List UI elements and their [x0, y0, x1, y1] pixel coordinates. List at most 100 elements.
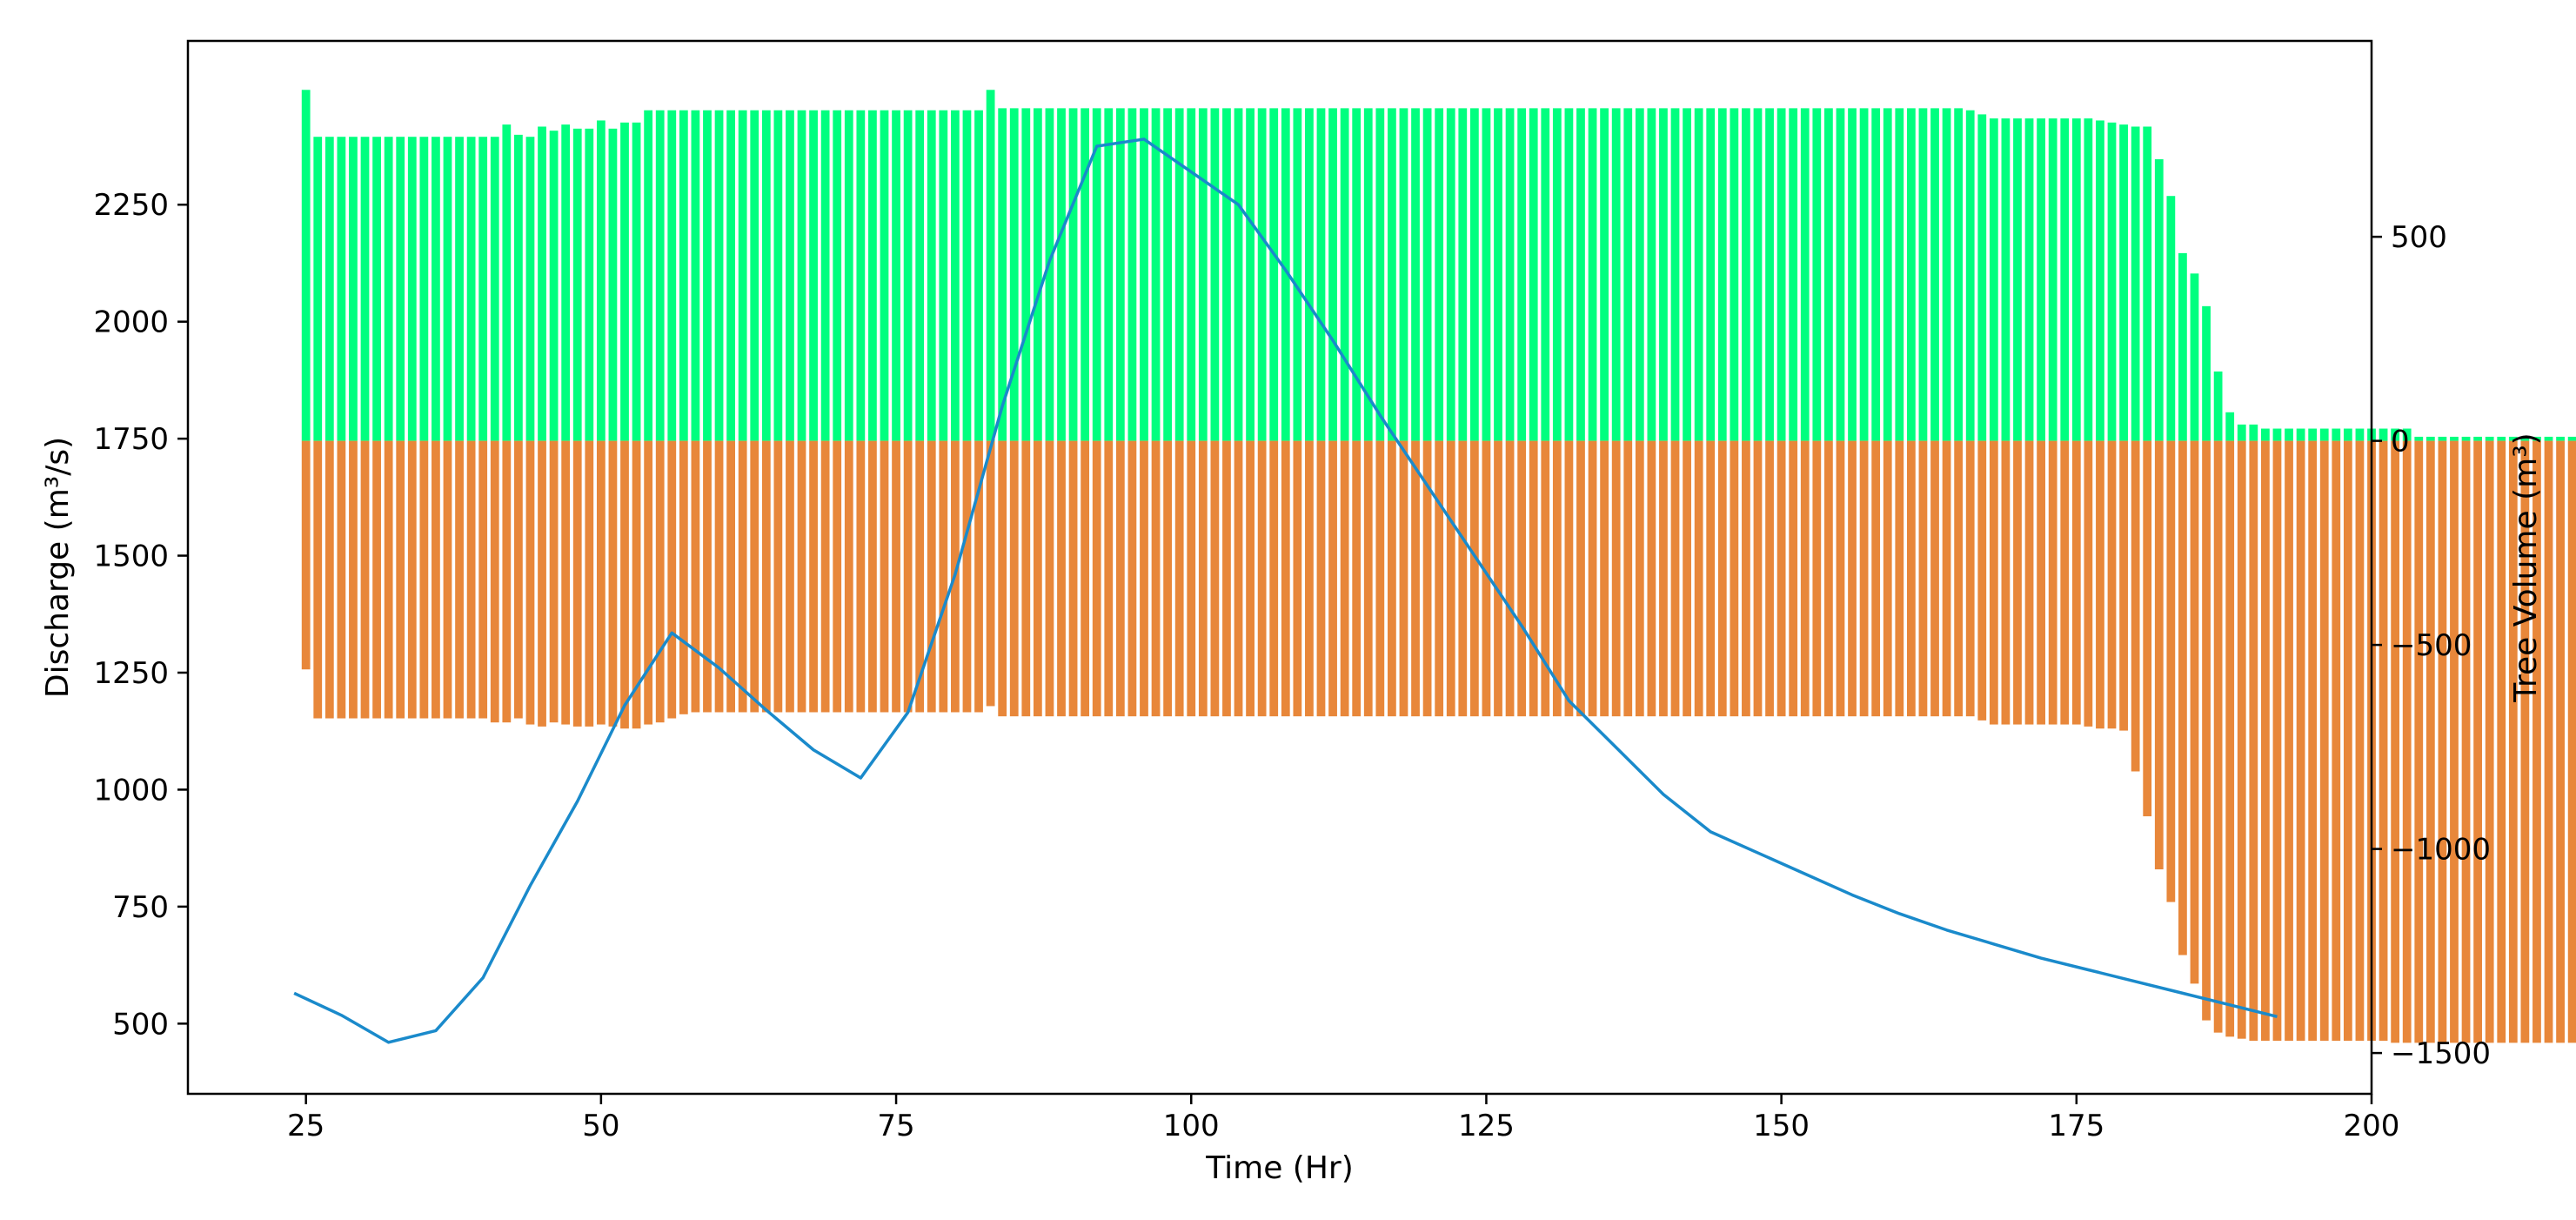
left-y-tick-label: 500	[112, 1007, 169, 1042]
negative-bar	[1576, 440, 1585, 717]
x-axis-ticks: 25 50 75 100 125 150 175 200	[287, 1094, 2399, 1143]
negative-bar	[1529, 440, 1538, 717]
right-y-axis-ticks: −1500 −1000 −500 0 500	[2372, 220, 2491, 1071]
positive-bar	[2107, 122, 2117, 441]
negative-bar	[2178, 440, 2187, 955]
left-y-tick-label: 750	[112, 890, 169, 925]
x-tick-label: 25	[287, 1109, 325, 1143]
negative-bar	[2107, 440, 2117, 729]
positive-bar	[2533, 436, 2541, 441]
positive-bar	[856, 110, 866, 441]
positive-bar	[2213, 371, 2223, 441]
positive-bar	[892, 110, 900, 441]
negative-bar	[1469, 440, 1479, 717]
negative-bar	[1399, 440, 1408, 717]
positive-bar	[325, 137, 334, 441]
positive-bar	[1469, 108, 1479, 441]
positive-bar	[432, 137, 440, 441]
positive-bar	[1989, 118, 1998, 441]
negative-bar	[337, 440, 346, 719]
plot-frame	[186, 39, 2373, 1096]
positive-bar	[1293, 108, 1302, 441]
positive-bar	[951, 110, 960, 441]
positive-bar	[1906, 108, 1916, 441]
positive-bar	[2319, 428, 2329, 441]
negative-bar	[761, 440, 771, 713]
positive-bar	[880, 110, 889, 441]
negative-bar	[443, 440, 452, 719]
negative-bar	[2319, 440, 2329, 1042]
positive-bar	[1482, 108, 1491, 441]
negative-bar	[1435, 440, 1444, 717]
positive-bar	[1411, 108, 1420, 441]
negative-bar	[2438, 440, 2447, 1043]
positive-bar	[1187, 108, 1196, 441]
positive-bar	[1458, 108, 1468, 441]
negative-bar	[714, 440, 724, 713]
negative-bar	[2285, 440, 2293, 1042]
negative-bar	[1057, 440, 1066, 717]
negative-bar	[1081, 440, 1090, 717]
positive-bar	[301, 90, 311, 441]
negative-bar	[2261, 440, 2270, 1042]
negative-bar	[2249, 440, 2258, 1042]
positive-bar	[514, 134, 523, 441]
negative-bar	[1375, 440, 1385, 717]
positive-bar	[786, 110, 794, 441]
positive-bar	[761, 110, 771, 441]
positive-bar	[2567, 436, 2576, 441]
negative-bar	[1800, 440, 1810, 717]
negative-bar	[2567, 440, 2576, 1043]
negative-bar	[1812, 440, 1822, 717]
negative-bar	[962, 440, 972, 713]
right-y-axis-label: Tree Volume (m³)	[2508, 432, 2544, 702]
negative-bar	[525, 440, 535, 725]
negative-bar	[2048, 440, 2057, 725]
positive-bar	[726, 110, 735, 441]
negative-bar	[502, 440, 512, 723]
negative-bar	[455, 440, 464, 719]
left-y-axis-label: Discharge (m³/s)	[40, 437, 76, 698]
positive-bar	[1552, 108, 1562, 441]
positive-bar	[679, 110, 688, 441]
positive-bar	[1706, 108, 1716, 441]
positive-bar	[738, 110, 747, 441]
negative-bar	[773, 440, 783, 713]
negative-bar	[1151, 440, 1161, 717]
positive-bar	[1352, 108, 1362, 441]
negative-bar	[786, 440, 794, 713]
positive-bar	[2508, 436, 2518, 441]
negative-bar	[561, 440, 571, 725]
negative-bar	[1033, 440, 1042, 717]
positive-bar	[2556, 436, 2565, 441]
positive-bar	[549, 131, 559, 441]
left-y-tick-label: 2000	[93, 305, 169, 340]
negative-bar	[2143, 440, 2152, 817]
x-tick-label: 50	[582, 1109, 619, 1143]
positive-bar	[596, 120, 606, 441]
negative-bar	[1210, 440, 1220, 717]
positive-bar	[396, 137, 405, 441]
positive-bar	[1009, 108, 1019, 441]
left-y-axis-ticks: 500 750 1000 1250 1500 1750 2000 2250	[93, 188, 188, 1042]
negative-bar	[1163, 440, 1172, 717]
positive-bar	[419, 137, 429, 441]
negative-bar	[1588, 440, 1597, 717]
negative-bar	[1659, 440, 1668, 717]
negative-bar	[2096, 440, 2104, 729]
negative-bar	[939, 440, 948, 713]
negative-bar	[2520, 440, 2530, 1043]
negative-bar	[998, 440, 1007, 717]
positive-bar	[2202, 305, 2211, 441]
positive-bar	[1694, 108, 1703, 441]
positive-bar	[608, 128, 618, 441]
negative-bar	[1068, 440, 1078, 717]
negative-bar	[1127, 440, 1137, 717]
negative-bar	[2001, 440, 2011, 725]
positive-bar	[1316, 108, 1326, 441]
negative-bar	[1683, 440, 1691, 717]
negative-bar	[1647, 440, 1656, 717]
negative-bar	[2332, 440, 2341, 1042]
positive-bar	[2425, 436, 2435, 441]
positive-bar	[2096, 120, 2104, 441]
